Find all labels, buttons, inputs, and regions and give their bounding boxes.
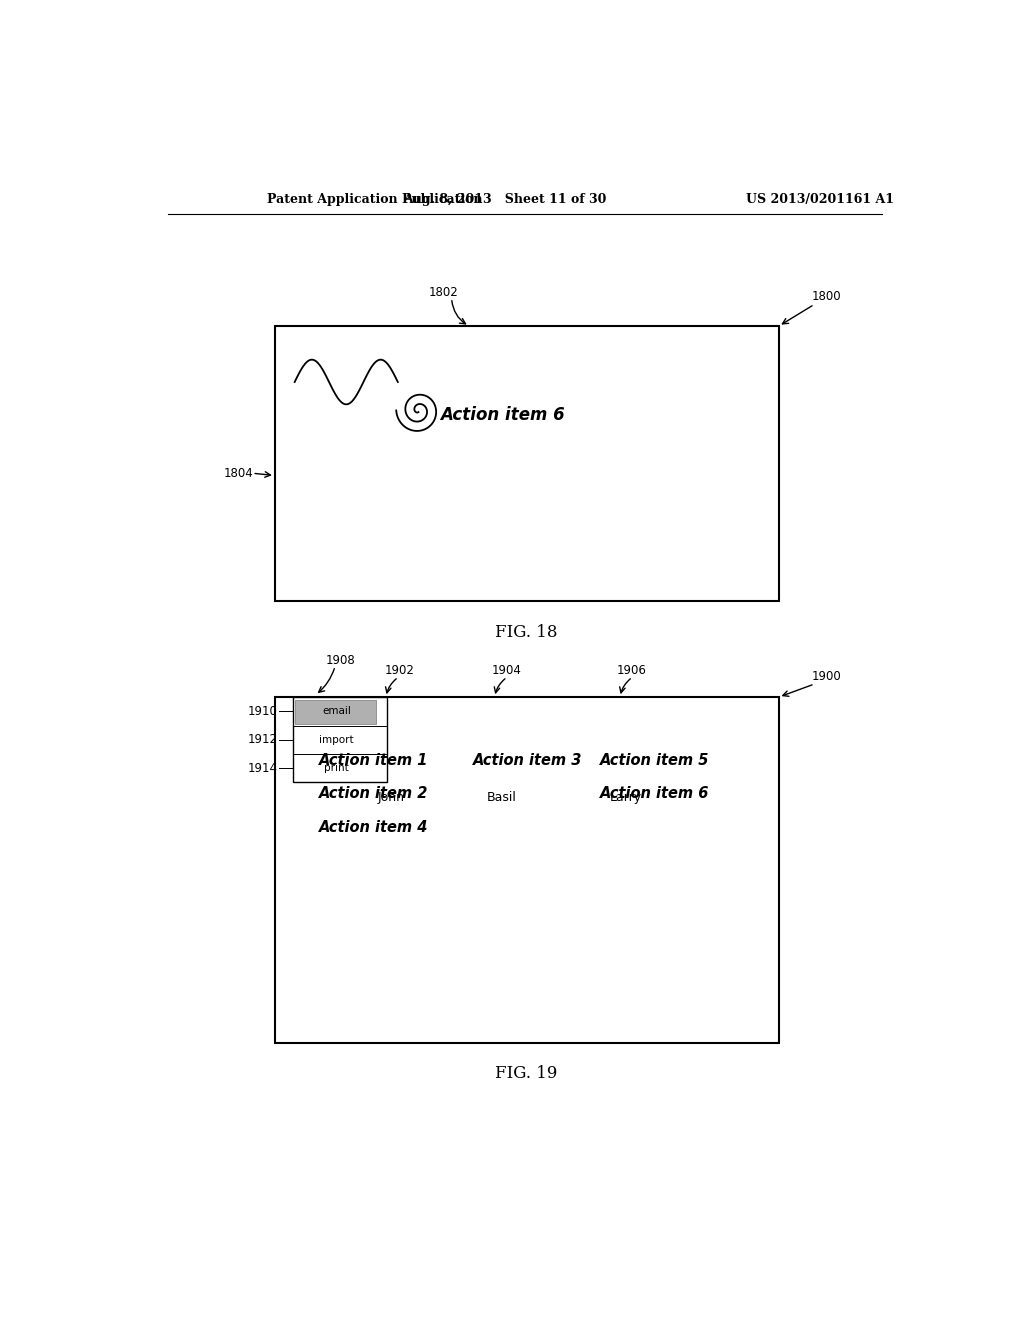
Text: 1914: 1914 — [247, 762, 278, 775]
Text: Action item 3: Action item 3 — [473, 752, 583, 768]
FancyBboxPatch shape — [274, 326, 779, 601]
Text: Action item 5: Action item 5 — [600, 752, 710, 768]
Text: 1910: 1910 — [248, 705, 278, 718]
Text: 1906: 1906 — [617, 664, 647, 677]
Text: 1912: 1912 — [247, 734, 278, 746]
Text: Patent Application Publication: Patent Application Publication — [267, 193, 482, 206]
Text: John: John — [378, 791, 404, 804]
Text: import: import — [319, 735, 354, 744]
Text: Basil: Basil — [486, 791, 516, 804]
Text: Action item 2: Action item 2 — [318, 787, 428, 801]
Text: 1902: 1902 — [384, 664, 415, 677]
FancyBboxPatch shape — [295, 700, 376, 723]
Text: Action item 6: Action item 6 — [600, 787, 710, 801]
Text: FIG. 18: FIG. 18 — [496, 624, 558, 642]
Text: FIG. 19: FIG. 19 — [496, 1065, 558, 1082]
FancyBboxPatch shape — [293, 697, 387, 783]
Text: 1804: 1804 — [223, 467, 253, 480]
Text: 1908: 1908 — [326, 653, 355, 667]
Text: Action item 6: Action item 6 — [440, 405, 564, 424]
Text: Aug. 8, 2013   Sheet 11 of 30: Aug. 8, 2013 Sheet 11 of 30 — [403, 193, 606, 206]
Text: Action item 4: Action item 4 — [318, 820, 428, 834]
Text: 1904: 1904 — [492, 664, 521, 677]
Text: 1900: 1900 — [812, 669, 842, 682]
Text: US 2013/0201161 A1: US 2013/0201161 A1 — [745, 193, 894, 206]
Text: print: print — [325, 763, 349, 774]
Text: 1802: 1802 — [429, 285, 459, 298]
Text: Action item 1: Action item 1 — [318, 752, 428, 768]
FancyBboxPatch shape — [274, 697, 779, 1043]
Text: 1800: 1800 — [812, 289, 842, 302]
Text: Larry: Larry — [609, 791, 642, 804]
Text: email: email — [323, 706, 351, 717]
